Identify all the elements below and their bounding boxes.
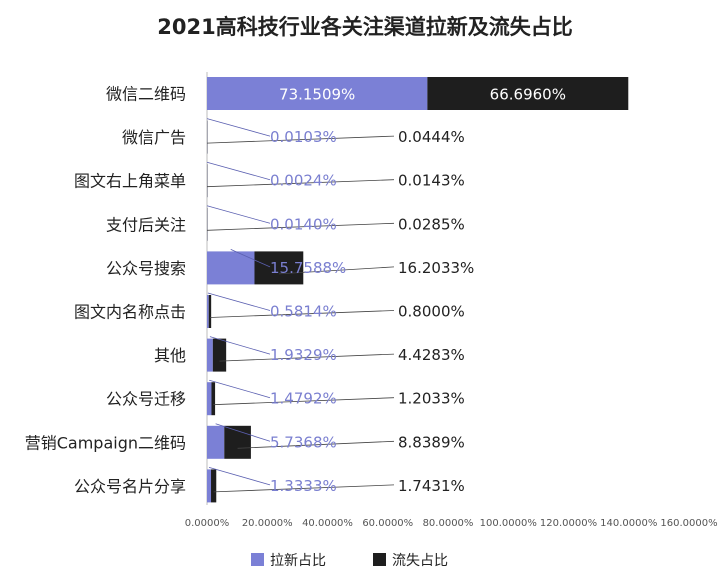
bar-series-2 [212, 338, 227, 372]
bar-series-2 [208, 295, 212, 328]
leader-line-series-2 [278, 266, 395, 275]
category-label: 公众号名片分享 [74, 477, 186, 496]
bar-series-1 [207, 338, 213, 372]
data-label-series-1: 5.7368% [270, 433, 337, 451]
leader-line-series-2 [219, 353, 395, 362]
data-label-series-1: 0.5814% [270, 303, 337, 321]
data-label-series-2: 0.0444% [398, 128, 465, 146]
x-tick-label: 60.0000% [362, 518, 413, 529]
bar-series-1 [207, 382, 212, 416]
leader-line-series-1 [230, 249, 271, 268]
bar-series-1 [207, 77, 428, 110]
bar-series-1 [207, 295, 209, 328]
leader-line-series-1 [208, 467, 271, 486]
leader-line-series-2 [237, 440, 395, 449]
data-label-series-2: 1.7431% [398, 477, 465, 495]
leader-line-series-2 [213, 484, 395, 493]
leader-line-series-1 [206, 161, 271, 181]
data-label-series-2: 16.2033% [398, 259, 474, 277]
legend: 拉新占比 流失占比 [251, 553, 448, 569]
data-label-series-1: 0.0103% [270, 128, 337, 146]
data-label-series-1: 15.7588% [270, 259, 346, 277]
data-label-series-2: 66.6960% [490, 86, 566, 104]
legend-label-series-1: 拉新占比 [270, 553, 326, 569]
leader-line-series-2 [209, 310, 395, 318]
data-label-series-1: 0.0024% [270, 172, 337, 190]
x-tick-label: 100.0000% [480, 518, 537, 529]
legend-swatch-series-2 [373, 553, 386, 566]
leader-line-series-1 [215, 423, 271, 442]
x-tick-label: 120.0000% [540, 518, 597, 529]
data-label-series-2: 0.0285% [398, 215, 465, 233]
category-label: 支付后关注 [106, 215, 186, 234]
leader-line-series-1 [209, 379, 271, 399]
x-tick-label: 40.0000% [302, 518, 353, 529]
data-label-series-2: 0.8000% [398, 303, 465, 321]
legend-swatch-series-1 [251, 553, 264, 566]
bar-series-2 [211, 469, 217, 503]
chart-title: 2021高科技行业各关注渠道拉新及流失占比 [157, 15, 572, 39]
x-tick-label: 160.0000% [660, 518, 717, 529]
category-label: 微信广告 [122, 128, 186, 147]
data-label-series-2: 1.2033% [398, 390, 465, 408]
bar-series-1 [207, 251, 255, 285]
category-label: 营销Campaign二维码 [25, 433, 186, 452]
bar-series-1 [207, 425, 225, 459]
category-label: 图文内名称点击 [74, 303, 186, 322]
x-axis: 0.0000% 20.0000% 40.0000% 60.0000% 80.0000% 1… [185, 518, 718, 529]
leader-line-series-1 [209, 336, 271, 355]
category-label: 公众号搜索 [106, 259, 186, 278]
leader-line-series-2 [213, 397, 395, 406]
leader-line-series-2 [207, 135, 395, 144]
bar-series-2 [224, 425, 251, 459]
bar-series-2 [211, 382, 216, 416]
data-label-series-2: 8.8389% [398, 433, 465, 451]
category-label: 公众号迁移 [106, 390, 186, 409]
x-tick-label: 20.0000% [242, 518, 293, 529]
data-label-series-1: 73.1509% [279, 86, 355, 104]
data-label-series-1: 1.9329% [270, 346, 337, 364]
legend-label-series-2: 流失占比 [392, 553, 448, 569]
data-label-series-1: 1.4792% [270, 390, 337, 408]
leader-line-series-1 [206, 205, 271, 224]
plot-area: 微信二维码 73.1509% 66.6960% 微信广告 0.0103% 0.0444% 图… [25, 72, 629, 505]
bar-series-1 [207, 469, 212, 503]
x-tick-label: 80.0000% [423, 518, 474, 529]
bar-series-2 [254, 251, 304, 285]
leader-line-series-1 [207, 292, 271, 311]
category-label: 微信二维码 [106, 85, 186, 104]
data-label-series-2: 0.0143% [398, 172, 465, 190]
x-tick-label: 0.0000% [185, 518, 230, 529]
bar-series-2 [427, 77, 629, 110]
data-label-series-1: 0.0140% [270, 215, 337, 233]
data-label-series-2: 4.4283% [398, 346, 465, 364]
data-label-series-1: 1.3333% [270, 477, 337, 495]
leader-line-series-1 [206, 118, 271, 137]
leader-line-series-2 [207, 179, 395, 188]
x-tick-label: 140.0000% [600, 518, 657, 529]
category-label: 其他 [154, 346, 186, 365]
leader-line-series-2 [207, 222, 395, 231]
category-label: 图文右上角菜单 [74, 172, 186, 191]
